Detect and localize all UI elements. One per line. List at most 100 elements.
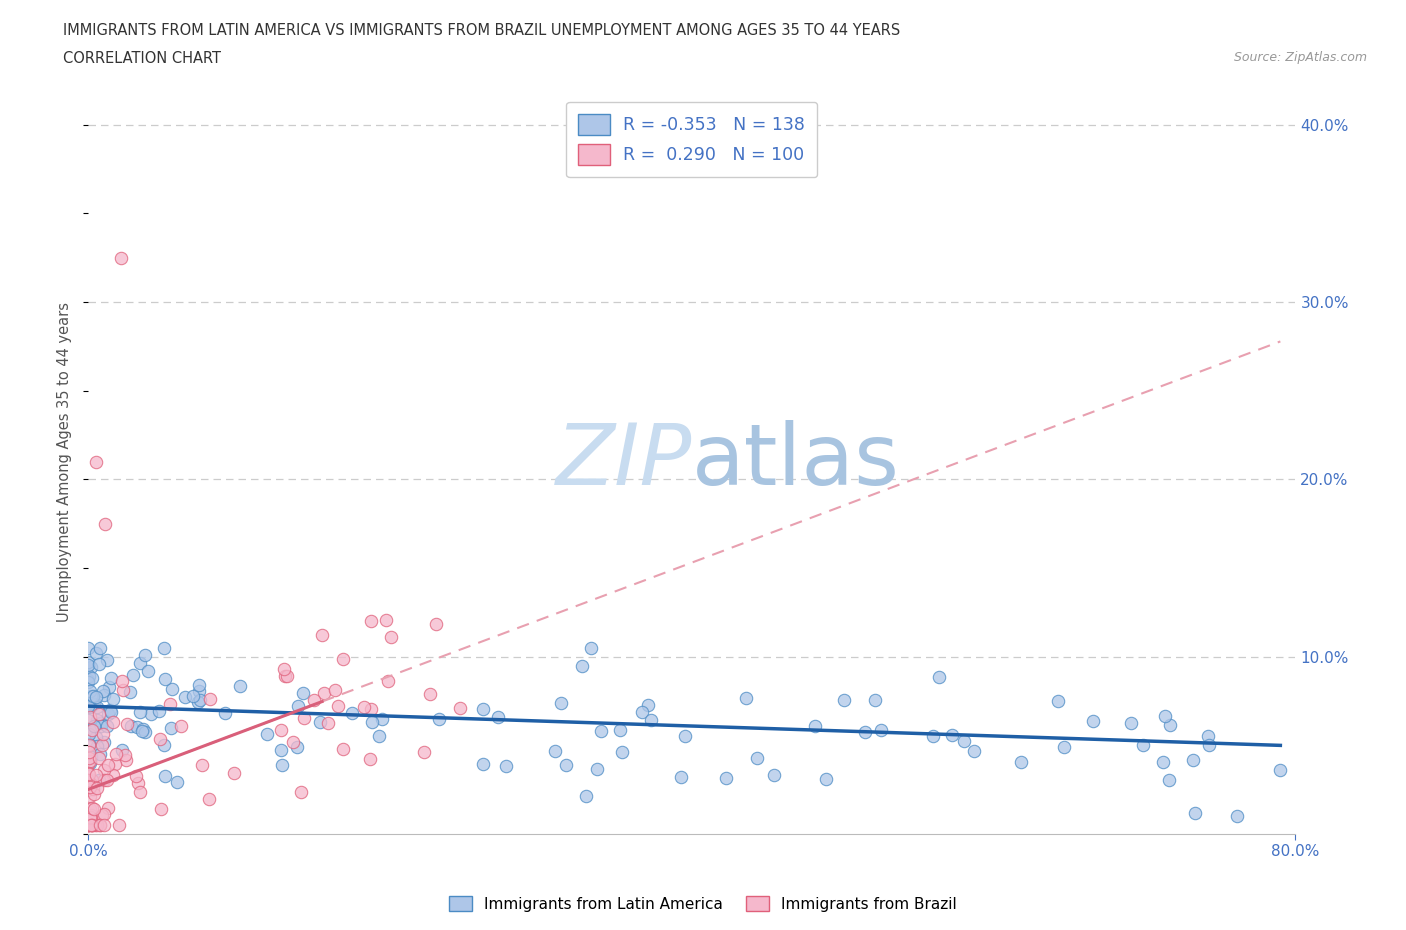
Point [80,811,103,826]
Point [326,698,349,713]
Point [290,784,312,799]
Point [122,668,145,683]
Point [82,781,104,796]
Point [111,743,134,758]
Point [77,817,100,832]
Point [544,743,567,758]
Point [77,737,100,752]
Point [82,723,104,737]
Point [82,688,104,703]
Point [586,762,609,777]
Point [870,723,893,737]
Point [90,718,112,733]
Point [97,801,120,816]
Point [1053,740,1076,755]
Point [91,684,114,698]
Point [160,720,183,735]
Point [673,728,696,743]
Point [229,679,252,694]
Point [93,817,115,832]
Point [745,751,768,765]
Point [368,729,391,744]
Point [637,698,659,712]
Point [131,724,153,738]
Point [79,753,101,768]
Point [273,669,295,684]
Text: IMMIGRANTS FROM LATIN AMERICA VS IMMIGRANTS FROM BRAZIL UNEMPLOYMENT AMONG AGES : IMMIGRANTS FROM LATIN AMERICA VS IMMIGRA… [63,23,900,38]
Point [312,685,335,700]
Point [79,802,101,817]
Point [716,771,738,786]
Point [77,745,100,760]
Point [612,745,634,760]
Point [1182,753,1205,768]
Point [101,714,124,729]
Point [941,727,963,742]
Point [114,752,136,767]
Text: Source: ZipAtlas.com: Source: ZipAtlas.com [1233,51,1367,64]
Point [112,682,135,697]
Point [214,706,236,721]
Point [149,802,172,817]
Point [128,705,150,720]
Point [100,704,122,719]
Point [77,783,100,798]
Text: ZIP: ZIP [555,420,692,503]
Point [149,732,172,747]
Point [84,689,107,704]
Point [83,802,105,817]
Point [77,669,100,684]
Point [127,719,149,734]
Point [555,757,578,772]
Point [1268,763,1291,777]
Point [86,817,108,832]
Point [98,702,121,717]
Point [86,729,108,744]
Point [80,750,103,764]
Point [222,765,245,780]
Point [97,758,120,773]
Point [425,617,447,631]
Point [953,733,976,748]
Point [77,737,100,751]
Point [495,758,517,773]
Point [292,685,315,700]
Point [77,658,100,672]
Point [377,673,399,688]
Point [188,684,211,698]
Point [928,670,950,684]
Point [148,703,170,718]
Point [198,692,221,707]
Point [77,766,100,781]
Point [93,763,115,777]
Point [309,714,332,729]
Point [77,772,100,787]
Point [77,817,100,832]
Point [77,757,100,772]
Point [371,711,394,726]
Point [77,672,100,687]
Point [153,737,176,752]
Point [1198,728,1220,743]
Point [360,714,382,729]
Point [1226,808,1249,823]
Point [486,710,509,724]
Legend: Immigrants from Latin America, Immigrants from Brazil: Immigrants from Latin America, Immigrant… [443,889,963,918]
Point [104,756,127,771]
Point [190,692,212,707]
Point [763,768,786,783]
Point [963,743,986,758]
Point [114,748,136,763]
Point [1154,709,1177,724]
Point [181,689,204,704]
Point [77,817,100,832]
Point [96,773,118,788]
Point [90,715,112,730]
Point [332,741,354,756]
Point [89,657,111,671]
Point [353,699,375,714]
Point [77,817,100,832]
Point [276,669,298,684]
Point [107,817,129,832]
Point [105,747,128,762]
